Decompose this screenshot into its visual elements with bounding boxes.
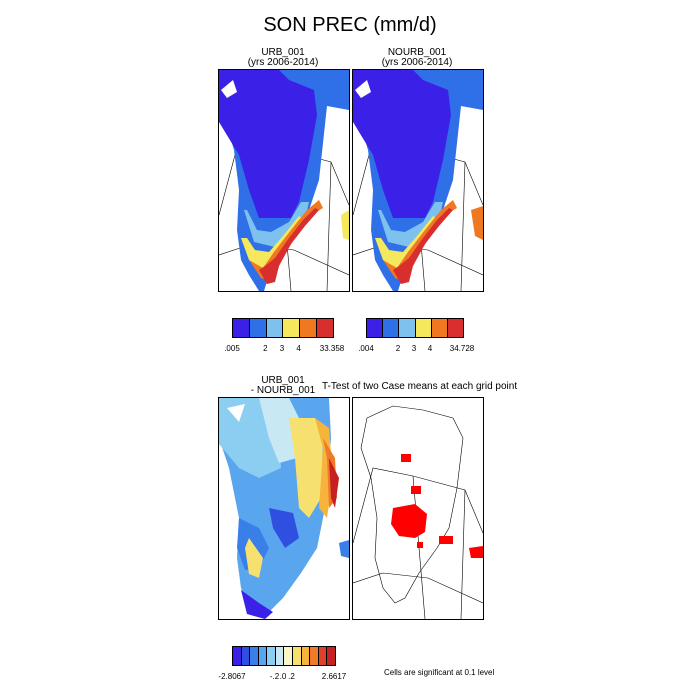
colorbar-swatch (415, 319, 432, 337)
colorbar-swatch (275, 647, 285, 665)
colorbar-swatch (367, 319, 384, 337)
colorbar-label: .004 (358, 344, 374, 353)
colorbar-label: 4 (427, 344, 433, 353)
page-title: SON PREC (mm/d) (263, 14, 437, 36)
urb-panel-years: (yrs 2006-2014) (247, 57, 319, 68)
colorbar-swatch (249, 319, 267, 337)
colorbar-swatch (317, 319, 333, 337)
colorbar-swatch (283, 319, 301, 337)
colorbar-label: 33.358 (319, 344, 345, 353)
colorbar-swatch (233, 319, 250, 337)
colorbar-swatch (267, 647, 276, 665)
urb-map (219, 70, 349, 291)
urb-colorbar (232, 318, 334, 338)
colorbar-swatch (284, 647, 294, 665)
nourb-map (353, 70, 483, 291)
colorbar-label: 2 (395, 344, 401, 353)
colorbar-swatch (250, 647, 259, 665)
nourb-colorbar (366, 318, 464, 338)
significant-cell (401, 454, 411, 462)
colorbar-swatch (383, 319, 400, 337)
significance-note: Cells are significant at 0.1 level (384, 668, 495, 677)
colorbar-label: 3 (411, 344, 417, 353)
significant-cell (469, 546, 483, 558)
colorbar-label: 4 (296, 344, 301, 353)
diff-panel-line1: URB_001 (261, 375, 305, 386)
nourb-colorbar-labels: .004 2 3 4 34.728 (358, 344, 474, 356)
significant-cell (439, 536, 453, 544)
diff-panel-title: URB_001 - NOURB_001 (218, 376, 348, 396)
nourb-panel-name: NOURB_001 (387, 47, 447, 58)
significant-cell (411, 486, 421, 494)
urb-map-panel (218, 69, 350, 292)
significant-cell (417, 542, 423, 548)
urb-panel-title: URB_001 (yrs 2006-2014) (218, 48, 348, 68)
colorbar-swatch (233, 647, 242, 665)
colorbar-label: .2 (288, 672, 295, 681)
colorbar-swatch (318, 647, 328, 665)
ttest-map-panel (352, 397, 484, 620)
diff-colorbar (232, 646, 336, 666)
nourb-map-panel (352, 69, 484, 292)
nourb-panel-title: NOURB_001 (yrs 2006-2014) (352, 48, 482, 68)
colorbar-label: 2 (263, 344, 268, 353)
diff-colorbar-labels: -2.8067 -.2.0.2 2.6617 (218, 672, 346, 684)
colorbar-swatch (447, 319, 464, 337)
colorbar-swatch (431, 319, 448, 337)
colorbar-label: -.2 (269, 672, 280, 681)
colorbar-label: .0 (279, 672, 287, 681)
colorbar-label: 3 (279, 344, 285, 353)
colorbar-swatch (310, 647, 319, 665)
colorbar-label: -2.8067 (218, 672, 246, 681)
colorbar-label: 34.728 (449, 344, 475, 353)
diff-map (219, 398, 349, 619)
diff-map-panel (218, 397, 350, 620)
colorbar-swatch (327, 647, 335, 665)
colorbar-label: .005 (224, 344, 240, 353)
significant-cell (391, 504, 427, 538)
nourb-panel-years: (yrs 2006-2014) (381, 57, 453, 68)
colorbar-swatch (300, 319, 318, 337)
urb-panel-name: URB_001 (261, 47, 305, 58)
colorbar-swatch (241, 647, 251, 665)
colorbar-swatch (399, 319, 416, 337)
colorbar-swatch (258, 647, 268, 665)
ttest-map (353, 405, 483, 619)
diff-panel-line2: - NOURB_001 (250, 385, 316, 396)
colorbar-swatch (266, 319, 284, 337)
colorbar-swatch (301, 647, 311, 665)
ttest-panel-title: T-Test of two Case means at each grid po… (322, 381, 518, 392)
colorbar-swatch (293, 647, 302, 665)
colorbar-label: 2.6617 (321, 672, 347, 681)
urb-colorbar-labels: .005 2 3 4 33.358 (224, 344, 344, 356)
